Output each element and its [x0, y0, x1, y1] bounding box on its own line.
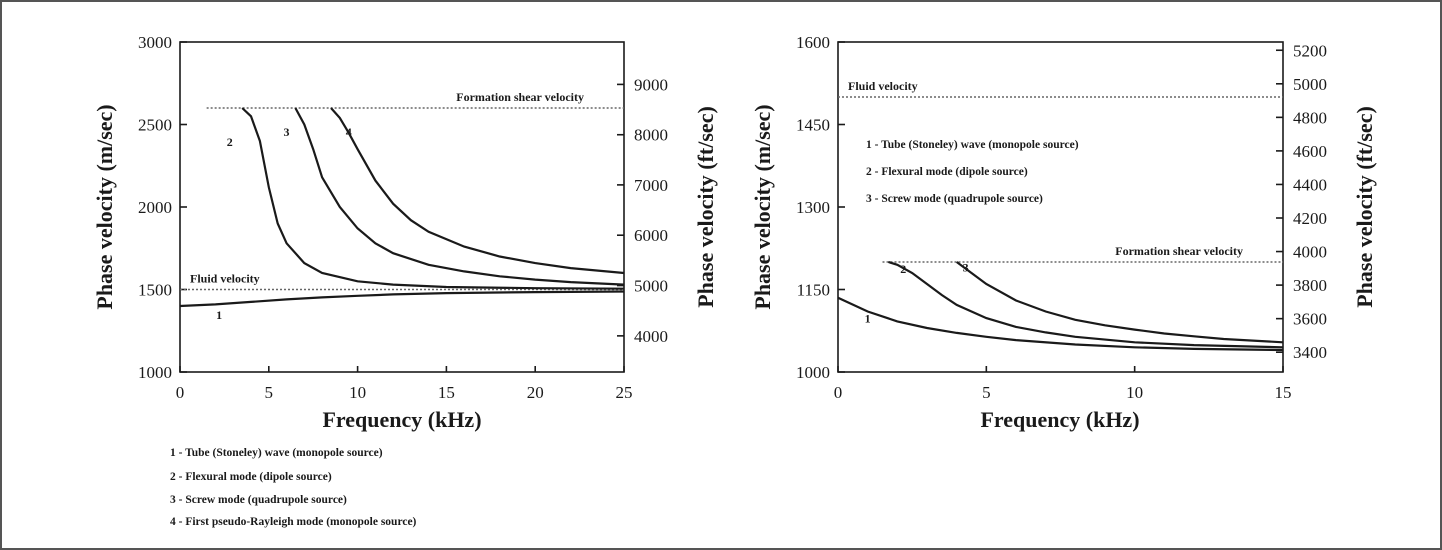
left-series-1-line	[179, 290, 625, 308]
left-y-axis-title: Phase velocity (m/sec)	[92, 104, 117, 309]
left-legend-item-2: 2 - Flexural mode (dipole source)	[170, 471, 332, 483]
left-y-tick-label: 3000	[138, 33, 172, 52]
left-y-right-tick-label: 6000	[634, 226, 668, 245]
left-y-tick-label: 2000	[138, 198, 172, 217]
right-y-right-tick-label: 3600	[1293, 310, 1327, 329]
right-y-tick-label: 1150	[797, 281, 830, 300]
right-x-tick-label: 0	[834, 383, 843, 402]
right-y-right-tick-label: 5200	[1293, 41, 1327, 60]
right-y-right-tick-label: 3400	[1293, 343, 1327, 362]
right-y-tick-label: 1300	[796, 198, 830, 217]
right-x-axis-title: Frequency (kHz)	[980, 407, 1139, 432]
left-y-axis-right-title: Phase velocity (ft/sec)	[693, 106, 718, 308]
right-series-1-label: 1	[865, 312, 871, 326]
left-y-right-tick-label: 5000	[634, 277, 668, 296]
left-reference-line-label: Fluid velocity	[190, 272, 260, 286]
left-series-4-label: 4	[346, 125, 352, 139]
right-legend-item-1: 1 - Tube (Stoneley) wave (monopole sourc…	[866, 139, 1079, 151]
right-series-3-line	[956, 261, 1284, 344]
right-y-tick-label: 1450	[796, 116, 830, 135]
right-series-2-label: 2	[900, 262, 906, 276]
left-y-right-tick-label: 9000	[634, 75, 668, 94]
left-legend-item-4: 4 - First pseudo-Rayleigh mode (monopole…	[170, 516, 417, 528]
left-y-tick-label: 1000	[138, 363, 172, 382]
right-x-tick-label: 5	[982, 383, 991, 402]
left-x-tick-label: 5	[265, 383, 274, 402]
right-legend-item-2: 2 - Flexural mode (dipole source)	[866, 166, 1028, 178]
left-y-right-tick-label: 8000	[634, 126, 668, 145]
right-reference-line-label: Formation shear velocity	[1115, 244, 1243, 258]
left-series-3-label: 3	[284, 125, 290, 139]
left-y-right-tick-label: 7000	[634, 176, 668, 195]
left-series-1-label: 1	[216, 308, 222, 322]
left-series-2-label: 2	[227, 135, 233, 149]
right-y-tick-label: 1600	[796, 33, 830, 52]
right-y-right-tick-label: 4400	[1293, 175, 1327, 194]
left-x-tick-label: 25	[616, 383, 633, 402]
right-chart: 0 5 10 15 1000 1150 1300 1450 1600 3400 3600 3800 40…	[750, 33, 1377, 432]
right-y-axis-right-title: Phase velocity (ft/sec)	[1352, 106, 1377, 308]
left-legend: 1 - Tube (Stoneley) wave (monopole sourc…	[170, 447, 417, 528]
left-chart: 0 5 10 15 20 25 1000 1500 2000 2500 3000 4000 5000 60…	[92, 33, 718, 528]
left-legend-item-1: 1 - Tube (Stoneley) wave (monopole sourc…	[170, 447, 383, 459]
right-series-3-label: 3	[963, 260, 969, 274]
left-series-4-line	[330, 107, 625, 275]
right-series-1-line	[837, 296, 1284, 352]
left-x-axis-title: Frequency (kHz)	[322, 407, 481, 432]
right-y-right-tick-label: 3800	[1293, 276, 1327, 295]
right-legend: 1 - Tube (Stoneley) wave (monopole sourc…	[866, 139, 1079, 205]
right-y-right-tick-label: 4600	[1293, 142, 1327, 161]
right-reference-line-label: Fluid velocity	[848, 79, 918, 93]
left-y-right-tick-label: 4000	[634, 327, 668, 346]
left-series-2-line	[241, 107, 625, 290]
left-legend-item-3: 3 - Screw mode (quadrupole source)	[170, 494, 347, 506]
right-x-tick-label: 10	[1126, 383, 1143, 402]
left-x-tick-label: 10	[349, 383, 366, 402]
right-series-2-line	[888, 260, 1284, 349]
left-reference-line-label: Formation shear velocity	[456, 90, 584, 104]
right-y-tick-label: 1000	[796, 363, 830, 382]
left-y-tick-label: 1500	[138, 281, 172, 300]
right-y-right-tick-label: 4200	[1293, 209, 1327, 228]
right-y-right-tick-label: 4000	[1293, 243, 1327, 262]
right-legend-item-3: 3 - Screw mode (quadrupole source)	[866, 193, 1043, 205]
right-y-right-tick-label: 5000	[1293, 75, 1327, 94]
right-y-axis-title: Phase velocity (m/sec)	[750, 104, 775, 309]
left-x-tick-label: 15	[438, 383, 455, 402]
left-y-tick-label: 2500	[138, 116, 172, 135]
left-x-tick-label: 20	[527, 383, 544, 402]
left-series-3-line	[294, 107, 625, 286]
left-x-tick-label: 0	[176, 383, 185, 402]
right-x-tick-label: 15	[1275, 383, 1292, 402]
right-y-right-tick-label: 4800	[1293, 108, 1327, 127]
